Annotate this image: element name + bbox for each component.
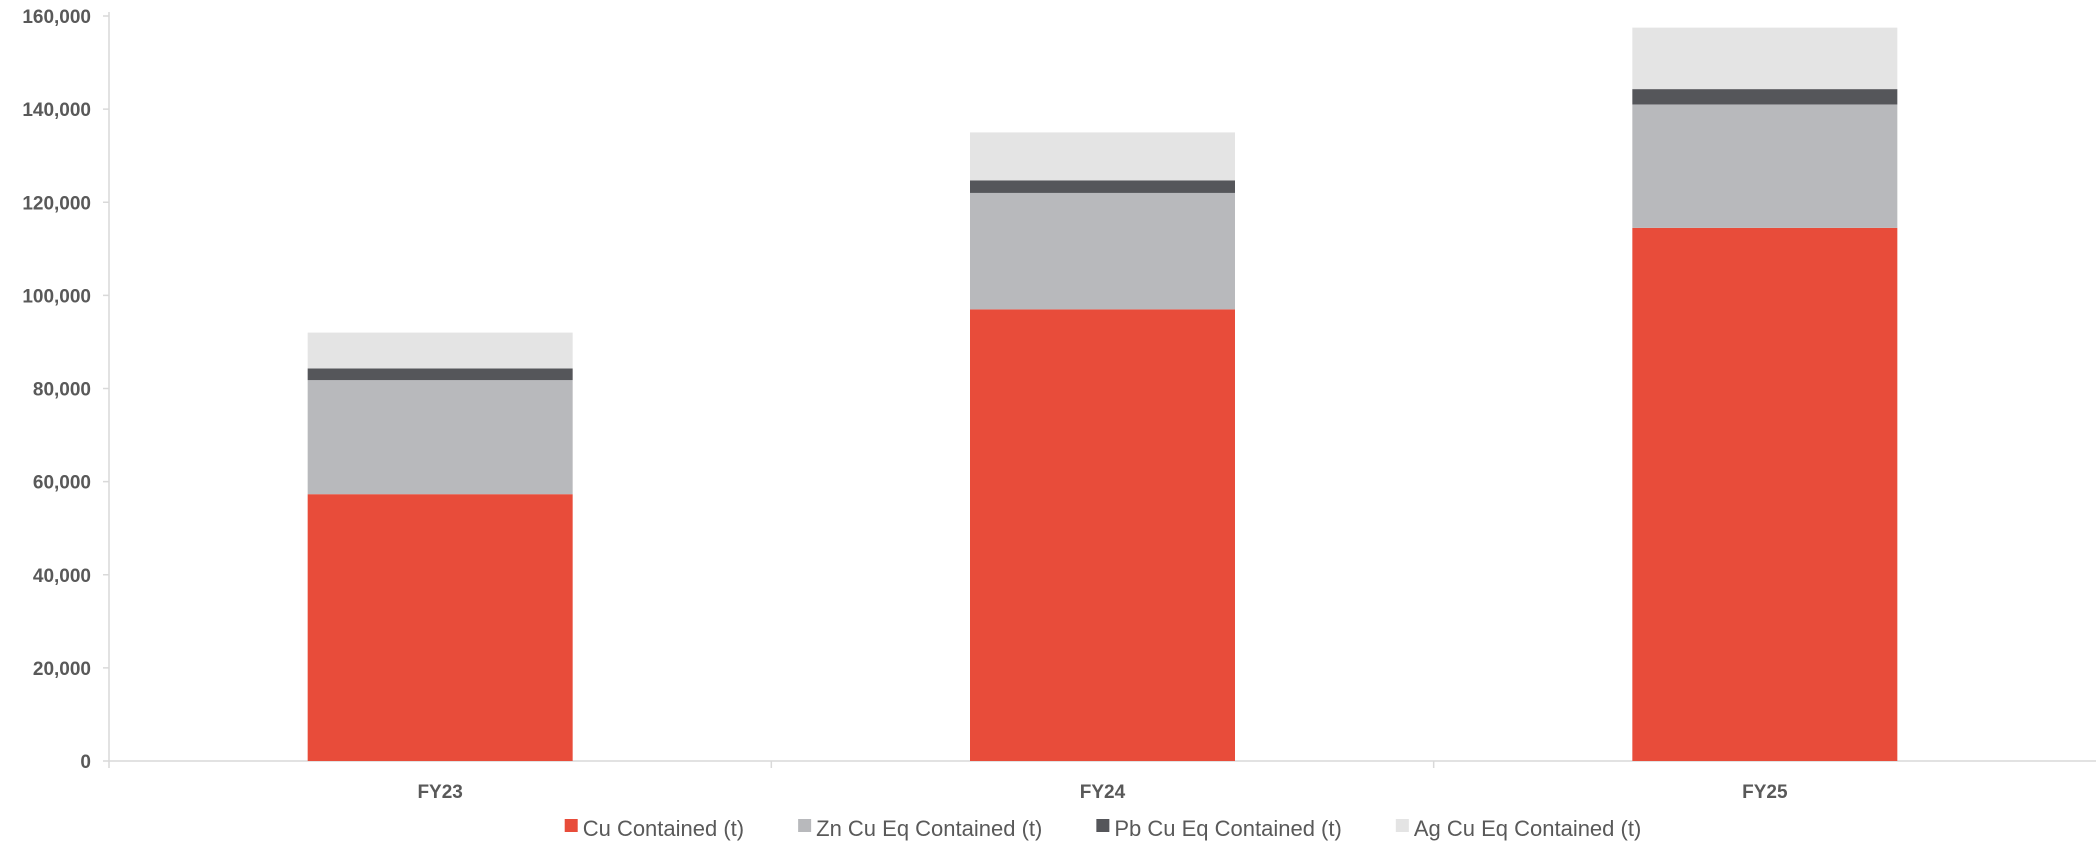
- y-tick-label: 140,000: [22, 100, 91, 121]
- legend-swatch: [564, 819, 578, 832]
- y-tick-label: 40,000: [33, 566, 91, 587]
- legend-item: Cu Contained (t): [564, 816, 744, 841]
- y-tick-label: 80,000: [33, 380, 91, 401]
- legend: Cu Contained (t) Zn Cu Eq Contained (t) Pb…: [564, 816, 1641, 841]
- legend-item: Pb Cu Eq Contained (t): [1096, 816, 1342, 841]
- y-tick-label: 20,000: [33, 659, 91, 680]
- bar-segment-cu-contained-t-fy25: [1632, 227, 1898, 761]
- x-category-label: FY25: [1742, 782, 1788, 803]
- axes-layer: 0 20,000 40,000 60,000 80,000 100,000 120,000 1…: [22, 7, 2096, 803]
- bar-segment-pb-cu-eq-contained-t-fy24: [970, 180, 1235, 193]
- bar-segment-cu-contained-t-fy24: [970, 309, 1235, 761]
- legend-swatch: [1096, 819, 1110, 832]
- bar-segment-cu-contained-t-fy23: [307, 494, 573, 761]
- legend-label: Ag Cu Eq Contained (t): [1414, 816, 1641, 841]
- bar-segment-zn-cu-eq-contained-t-fy24: [970, 192, 1235, 310]
- y-tick-label: 160,000: [22, 7, 91, 28]
- x-category-label: FY24: [1080, 782, 1126, 803]
- legend-item: Zn Cu Eq Contained (t): [798, 816, 1042, 841]
- bars-layer: [307, 27, 1898, 761]
- bar-segment-ag-cu-eq-contained-t-fy24: [970, 132, 1235, 181]
- bar-segment-zn-cu-eq-contained-t-fy25: [1632, 104, 1898, 228]
- legend-label: Cu Contained (t): [583, 816, 744, 841]
- bar-segment-pb-cu-eq-contained-t-fy25: [1632, 89, 1898, 105]
- legend-swatch: [1395, 819, 1409, 832]
- x-category-label: FY23: [417, 782, 462, 803]
- y-tick-label: 60,000: [33, 473, 91, 494]
- bar-segment-pb-cu-eq-contained-t-fy23: [307, 368, 573, 381]
- legend-label: Zn Cu Eq Contained (t): [816, 816, 1042, 841]
- bar-segment-ag-cu-eq-contained-t-fy25: [1632, 27, 1898, 90]
- bar-segment-zn-cu-eq-contained-t-fy23: [307, 380, 573, 495]
- y-tick-label: 0: [80, 752, 91, 773]
- legend-swatch: [798, 819, 812, 832]
- y-tick-label: 100,000: [22, 286, 91, 307]
- legend-label: Pb Cu Eq Contained (t): [1114, 816, 1341, 841]
- legend-item: Ag Cu Eq Contained (t): [1395, 816, 1641, 841]
- bar-segment-ag-cu-eq-contained-t-fy23: [307, 332, 573, 369]
- y-tick-label: 120,000: [22, 193, 91, 214]
